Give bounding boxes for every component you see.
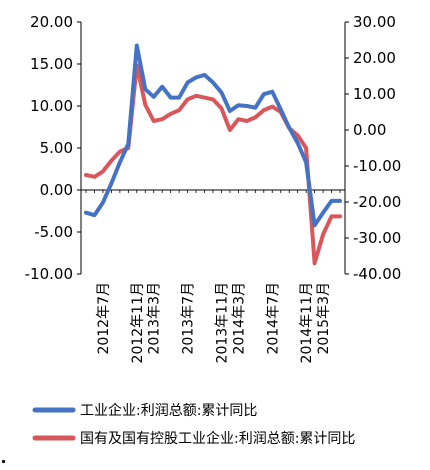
right-tick-label: 30.00 (353, 13, 396, 31)
right-tick-label: 0.00 (353, 121, 386, 139)
legend-label-series-2: 国有及国有控股工业企业:利润总额:累计同比 (80, 430, 355, 447)
right-tick-label: 20.00 (353, 49, 396, 67)
right-tick-label: -10.00 (353, 157, 401, 175)
x-tick-label: 2014年11月 (299, 282, 315, 363)
x-tick-label: 2012年11月 (130, 282, 146, 363)
left-y-axis: -10.00 -5.00 0.00 5.00 10.00 15.00 20.00 (25, 13, 82, 283)
legend-label-series-1: 工业企业:利润总额:累计同比 (80, 402, 257, 419)
x-tick-label: 2014年7月 (265, 282, 281, 355)
right-y-axis: -40.00 -30.00 -20.00 -10.00 0.00 10.00 20.00 30… (344, 13, 401, 283)
x-tick-label: 2015年3月 (316, 282, 332, 355)
legend: 工业企业:利润总额:累计同比 国有及国有控股工业企业:利润总额:累计同比 (32, 402, 355, 447)
right-tick-label: -30.00 (353, 229, 401, 247)
x-tick-label: 2013年7月 (181, 282, 197, 355)
series-layer (84, 43, 342, 266)
series-line-1 (84, 43, 342, 228)
x-axis: 2012年7月 2012年11月 2013年3月 2013年7月 2013年11月 201… (81, 189, 345, 363)
left-tick-label: 10.00 (30, 97, 73, 115)
left-tick-label: 15.00 (30, 55, 73, 73)
left-tick-label: -5.00 (34, 223, 73, 241)
right-tick-label: -40.00 (353, 265, 401, 283)
x-tick-label: 2013年3月 (147, 282, 163, 355)
series-line-2 (84, 63, 342, 266)
left-tick-label: 5.00 (40, 139, 73, 157)
left-tick-label: 20.00 (30, 13, 73, 31)
x-tick-label: 2013年11月 (214, 282, 230, 363)
left-tick-label: -10.00 (25, 265, 73, 283)
right-tick-label: 10.00 (353, 85, 396, 103)
right-tick-label: -20.00 (353, 193, 401, 211)
stray-dot (2, 460, 5, 463)
x-tick-label: 2014年3月 (231, 282, 247, 355)
left-tick-label: 0.00 (40, 181, 73, 199)
x-tick-label: 2012年7月 (96, 282, 112, 355)
